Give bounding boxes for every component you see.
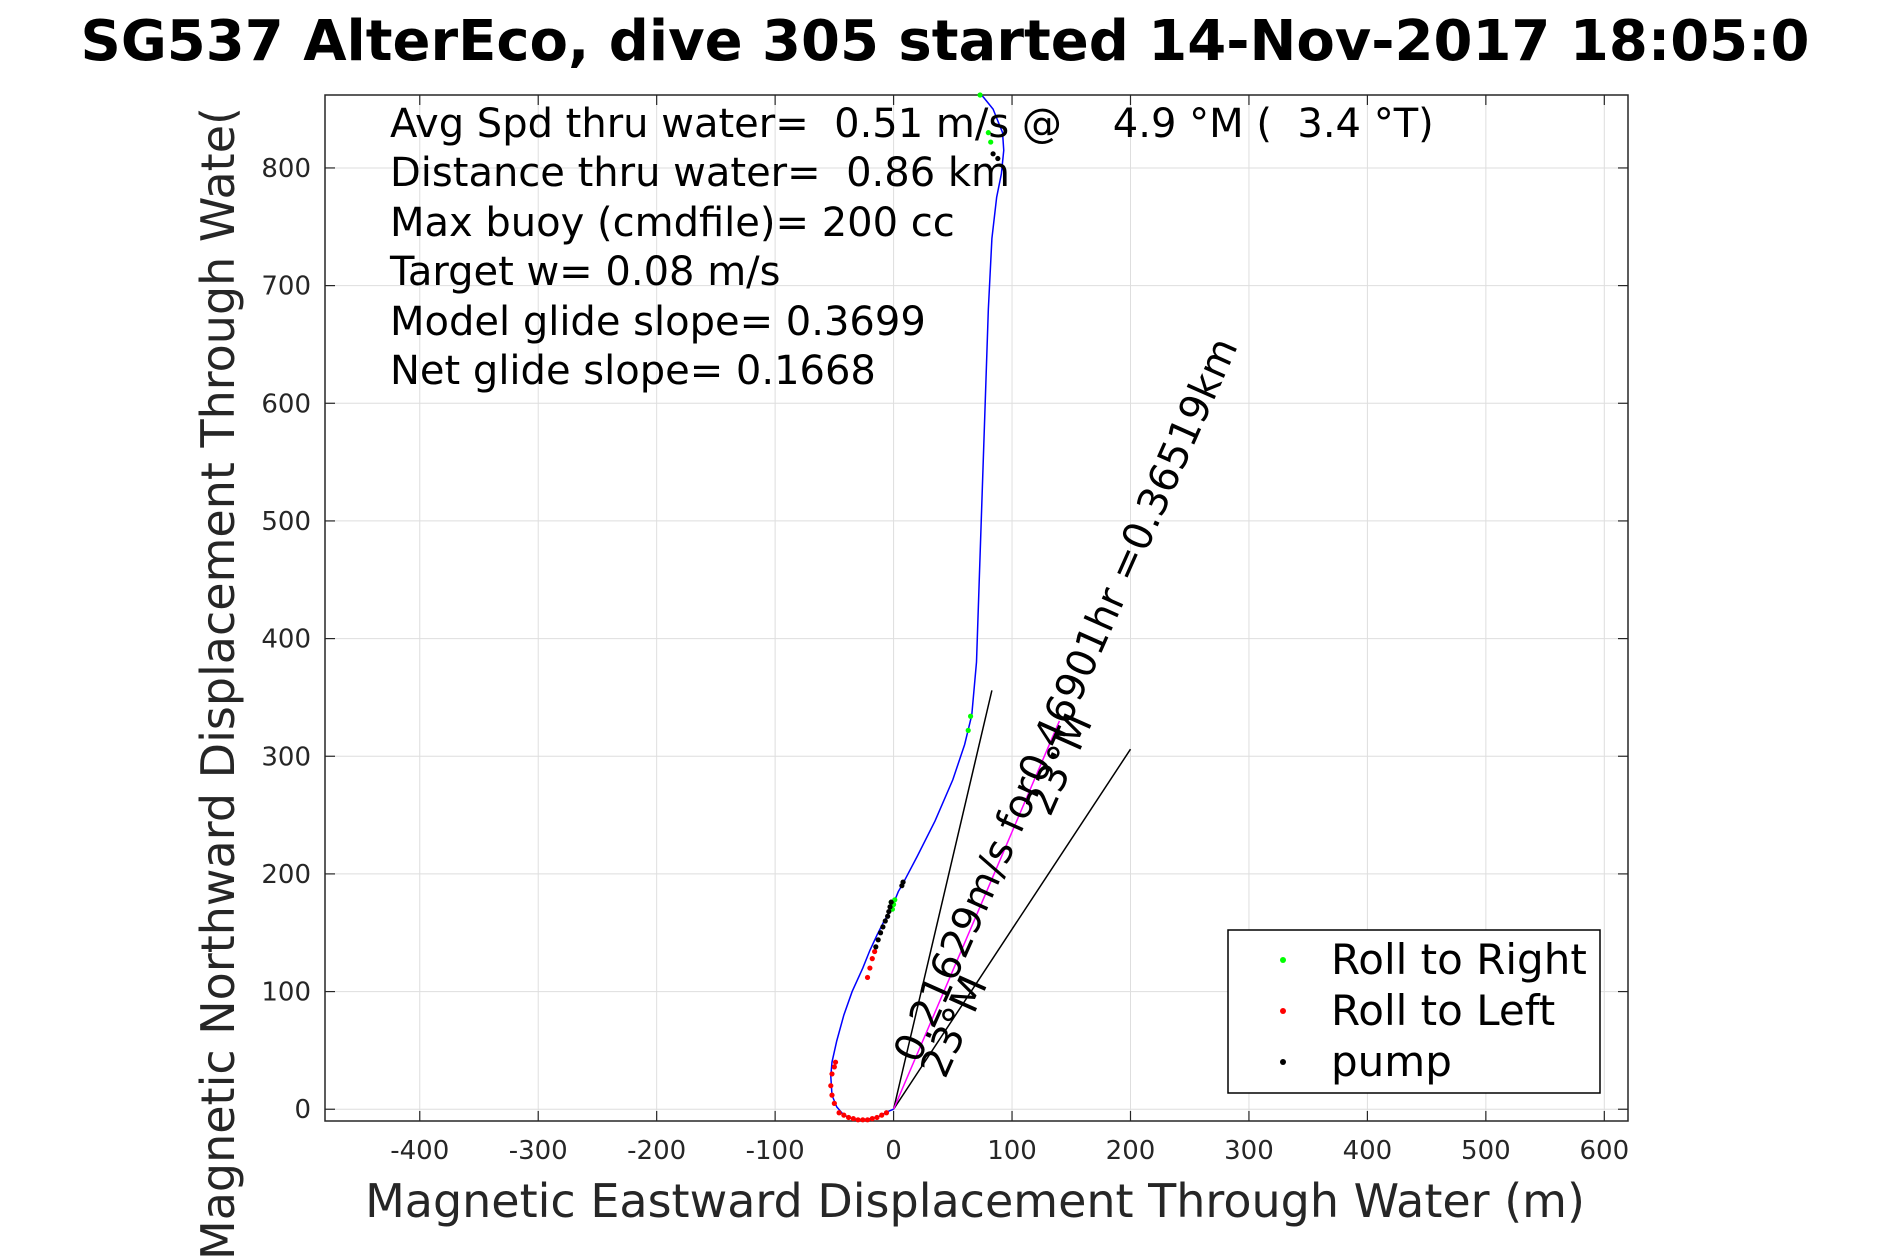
series-markers xyxy=(828,92,1001,1123)
roll-to-left-point xyxy=(864,974,871,981)
legend-marker-pump xyxy=(1280,1059,1286,1065)
roll-to-left-point xyxy=(831,1100,837,1106)
legend-label-pump: pump xyxy=(1331,1037,1452,1086)
roll-to-left-point xyxy=(864,1117,871,1123)
x-tick-label: 500 xyxy=(1461,1136,1511,1166)
pump-point xyxy=(990,151,996,157)
roll-to-left-point xyxy=(869,956,875,962)
y-tick-label: 700 xyxy=(261,272,311,302)
y-tick-label: 200 xyxy=(261,860,311,890)
annotation-max-buoy: Max buoy (cmdfile)= 200 cc xyxy=(390,200,955,246)
plot-area-frame xyxy=(324,94,1629,1122)
annotation-target-w: Target w= 0.08 m/s xyxy=(389,249,780,295)
roll-to-right-point xyxy=(967,713,974,719)
roll-to-left-point xyxy=(867,965,873,971)
annotation-net-glide: Net glide slope= 0.1668 xyxy=(390,348,876,394)
annotation-model-glide: Model glide slope= 0.3699 xyxy=(390,299,926,345)
y-tick-label: 0 xyxy=(294,1095,311,1125)
vector-speed-label: 0.21629m/s for0.46901hr =0.36519km xyxy=(885,331,1247,1069)
x-tick-labels: -400 -300 -200 -100 0 100 200 300 400 500 600 xyxy=(390,1136,1629,1166)
pump-point xyxy=(886,908,892,915)
legend-label-roll-right: Roll to Right xyxy=(1331,935,1587,984)
legend-label-roll-left: Roll to Left xyxy=(1331,986,1555,1035)
y-tick-labels: 0 100 200 300 400 500 600 700 800 xyxy=(261,154,311,1125)
reference-line xyxy=(892,690,993,1110)
x-tick-label: 200 xyxy=(1106,1136,1156,1166)
roll-to-left-point xyxy=(845,1114,852,1121)
x-tick-label: 400 xyxy=(1343,1136,1393,1166)
roll-to-right-point xyxy=(965,727,971,733)
y-tick-label: 400 xyxy=(261,625,311,655)
x-tick-label: -100 xyxy=(746,1136,805,1166)
pump-point xyxy=(888,899,894,905)
y-tick-label: 800 xyxy=(261,154,311,184)
pump-point xyxy=(887,904,893,910)
annotation-distance: Distance thru water= 0.86 km xyxy=(390,150,1010,196)
roll-to-left-point xyxy=(855,1117,861,1123)
pump-point xyxy=(882,918,888,924)
track-line xyxy=(830,94,1005,1121)
roll-to-left-point xyxy=(872,948,878,955)
x-tick-label: -200 xyxy=(627,1136,686,1166)
roll-to-left-point xyxy=(850,1116,856,1122)
roll-to-left-point xyxy=(829,1092,835,1098)
reference-line xyxy=(892,720,1061,1110)
reference-line xyxy=(892,748,1132,1110)
x-tick-label: 300 xyxy=(1224,1136,1274,1166)
roll-to-left-point xyxy=(836,1110,842,1116)
x-tick-label: 600 xyxy=(1579,1136,1629,1166)
pump-point xyxy=(880,924,886,930)
pump-point xyxy=(873,944,879,950)
stats-annotations: Avg Spd thru water= 0.51 m/s @ 4.9 °M ( … xyxy=(389,101,1434,394)
x-axis-label: Magnetic Eastward Displacement Through W… xyxy=(365,1174,1585,1228)
pump-point xyxy=(900,879,906,885)
roll-to-left-point xyxy=(832,1059,839,1065)
legend-marker-roll-right xyxy=(1280,957,1286,963)
chart-title: SG537 AlterEco, dive 305 started 14-Nov-… xyxy=(81,9,1810,74)
track-polyline xyxy=(830,94,1005,1121)
x-tick-label: 0 xyxy=(885,1136,902,1166)
x-tick-label: 100 xyxy=(987,1136,1037,1166)
roll-to-left-point xyxy=(879,1112,885,1118)
legend-box xyxy=(1227,929,1601,1094)
y-tick-label: 100 xyxy=(261,978,311,1008)
pump-point xyxy=(877,930,884,936)
roll-to-right-point xyxy=(988,139,994,145)
y-tick-label: 300 xyxy=(261,742,311,772)
roll-to-left-point xyxy=(874,1114,880,1121)
y-tick-label: 500 xyxy=(261,507,311,537)
roll-to-left-point xyxy=(841,1112,847,1118)
roll-to-left-point xyxy=(883,1110,890,1116)
roll-to-left-point xyxy=(869,1116,875,1122)
y-tick-label: 600 xyxy=(261,389,311,419)
roll-to-right-point xyxy=(985,130,991,136)
reference-lines xyxy=(892,690,1132,1110)
pump-point xyxy=(885,913,891,919)
x-tick-label: -400 xyxy=(390,1136,449,1166)
legend-marker-roll-left xyxy=(1280,1008,1286,1014)
roll-to-left-point xyxy=(831,1064,837,1070)
x-tick-label: -300 xyxy=(509,1136,568,1166)
roll-to-left-point xyxy=(828,1083,834,1089)
legend: Roll to Right Roll to Left pump xyxy=(1227,929,1601,1094)
roll-to-left-point xyxy=(829,1071,835,1077)
rotated-vector-labels: 0.21629m/s for0.46901hr =0.36519km 23°M … xyxy=(885,331,1247,1084)
roll-to-right-point xyxy=(977,92,983,98)
pump-point xyxy=(875,937,881,943)
roll-to-left-point xyxy=(860,1117,866,1123)
axis-ticks xyxy=(325,95,1628,1121)
y-axis-label: Magnetic Northward Displacement Through … xyxy=(191,107,245,1260)
pump-point xyxy=(995,155,1001,162)
annotation-avg-speed: Avg Spd thru water= 0.51 m/s @ 4.9 °M ( … xyxy=(390,101,1434,147)
